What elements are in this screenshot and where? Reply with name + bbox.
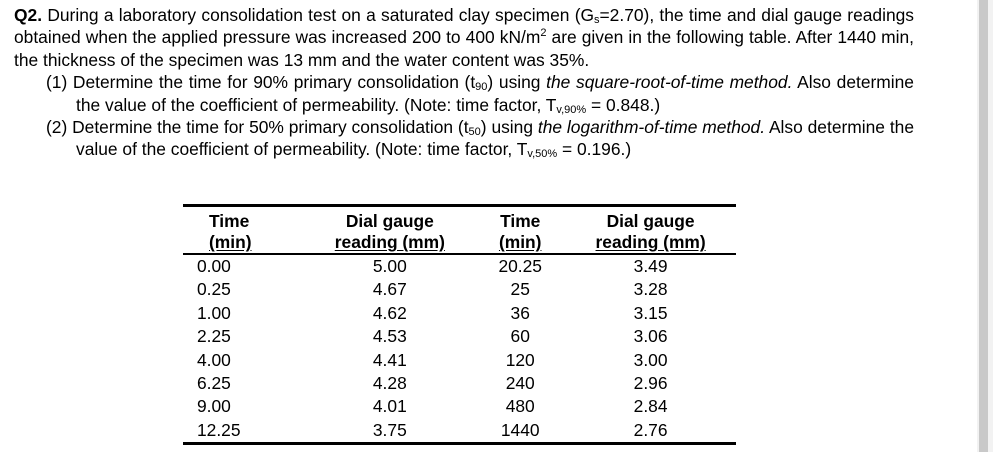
cell-time-2: 36 bbox=[510, 302, 530, 323]
question-block: Q2. During a laboratory consolidation te… bbox=[14, 4, 914, 161]
cell-time-2: 20.25 bbox=[498, 256, 542, 276]
cell-dial-2: 2.76 bbox=[633, 419, 668, 440]
cell-dial-1: 3.75 bbox=[372, 419, 407, 440]
cell-time-2: 120 bbox=[505, 349, 535, 370]
cell-dial-1: 4.01 bbox=[372, 396, 407, 417]
cell-time-1: 6.25 bbox=[197, 373, 231, 394]
cell-dial-1: 5.00 bbox=[372, 256, 407, 276]
t90-subscript: 90 bbox=[475, 81, 488, 94]
header-time-2-line1: Time bbox=[500, 211, 541, 231]
table-row: 9.00 4.01 480 2.84 bbox=[183, 395, 736, 418]
table-row: 12.25 3.75 1440 2.76 bbox=[183, 419, 736, 444]
cell-time-1: 0.25 bbox=[197, 279, 231, 300]
subq2-method: the logarithm-of-time method. bbox=[537, 117, 766, 138]
table-row: 4.00 4.41 120 3.00 bbox=[183, 349, 736, 372]
tv50-subscript: v,50% bbox=[527, 148, 558, 161]
squared-superscript: 2 bbox=[540, 27, 547, 40]
gs-subscript: s bbox=[594, 14, 600, 26]
header-time-1: Time (min) bbox=[183, 206, 304, 255]
cell-dial-1: 4.62 bbox=[372, 302, 407, 323]
cell-time-2: 60 bbox=[510, 326, 530, 347]
cell-dial-1: 4.67 bbox=[372, 279, 407, 300]
cell-dial-2: 2.84 bbox=[633, 396, 668, 417]
header-time-1-line1: Time bbox=[209, 211, 250, 231]
cell-time-1: 4.00 bbox=[197, 349, 231, 370]
cell-time-2: 480 bbox=[505, 396, 535, 417]
subq1-text-b: ) using bbox=[487, 72, 547, 93]
cell-dial-2: 3.15 bbox=[633, 302, 668, 323]
subquestion-1: (1) Determine the time for 90% primary c… bbox=[46, 71, 914, 116]
table-row: 6.25 4.28 240 2.96 bbox=[183, 372, 736, 395]
header-dial-2: Dial gauge reading (mm) bbox=[565, 206, 736, 255]
header-dial-2-line2: reading (mm) bbox=[595, 232, 706, 252]
question-intro: Q2. During a laboratory consolidation te… bbox=[14, 4, 914, 71]
cell-time-2: 240 bbox=[505, 373, 535, 394]
cell-time-1: 2.25 bbox=[197, 326, 231, 347]
header-time-2: Time (min) bbox=[475, 206, 565, 255]
subq1-text-a: (1) Determine the time for 90% primary c… bbox=[46, 72, 476, 93]
data-table: Time (min) Dial gauge reading (mm) Time (mi… bbox=[183, 204, 736, 445]
cell-dial-1: 4.53 bbox=[372, 326, 407, 347]
header-dial-1-line1: Dial gauge bbox=[345, 211, 434, 231]
cell-dial-2: 3.28 bbox=[633, 279, 668, 300]
table-header-row: Time (min) Dial gauge reading (mm) Time (mi… bbox=[183, 205, 736, 255]
cell-dial-2: 3.00 bbox=[633, 349, 668, 370]
table-row: 1.00 4.62 36 3.15 bbox=[183, 302, 736, 325]
header-dial-2-line1: Dial gauge bbox=[606, 211, 695, 231]
subq2-text-b: ) using bbox=[480, 117, 538, 138]
intro-text-b: =2.70), the time and dial gauge readings… bbox=[14, 5, 914, 48]
vertical-scrollbar-thumb[interactable] bbox=[979, 0, 988, 452]
intro-text-a: During a laboratory consolidation test o… bbox=[47, 5, 595, 25]
subq2-text-d: = 0.196.) bbox=[557, 139, 632, 160]
cell-time-1: 1.00 bbox=[197, 302, 231, 323]
t50-subscript: 50 bbox=[468, 126, 481, 139]
header-dial-1-line2: reading (mm) bbox=[334, 232, 445, 252]
cell-time-1: 0.00 bbox=[197, 256, 231, 276]
subquestion-2: (2) Determine the time for 50% primary c… bbox=[46, 116, 914, 161]
table-row: 0.25 4.67 25 3.28 bbox=[183, 278, 736, 301]
intro-text-c: are given in the following table. After … bbox=[14, 27, 914, 70]
subq1-text-c: Also determine the value of the coeffici… bbox=[76, 72, 914, 115]
subq1-text-d: = 0.848.) bbox=[586, 94, 661, 115]
table-row: 0.00 5.00 20.25 3.49 bbox=[183, 254, 736, 278]
header-time-1-line2: (min) bbox=[209, 232, 252, 252]
cell-dial-1: 4.41 bbox=[372, 349, 407, 370]
subq2-text-c: Also determine the value of the coeffici… bbox=[76, 117, 915, 160]
subq2-text-a: (2) Determine the time for 50% primary c… bbox=[46, 117, 469, 138]
cell-time-1: 9.00 bbox=[197, 396, 231, 417]
table-body: 0.00 5.00 20.25 3.49 0.25 4.67 25 3.28 1.00 4.6… bbox=[183, 254, 736, 444]
question-number: Q2. bbox=[14, 5, 43, 25]
header-dial-1: Dial gauge reading (mm) bbox=[304, 206, 475, 255]
cell-dial-2: 2.96 bbox=[633, 373, 668, 394]
cell-time-2: 25 bbox=[510, 279, 530, 300]
cell-dial-2: 3.49 bbox=[633, 256, 668, 276]
cell-time-2: 1440 bbox=[500, 419, 540, 440]
table-row: 2.25 4.53 60 3.06 bbox=[183, 325, 736, 348]
cell-dial-2: 3.06 bbox=[633, 326, 668, 347]
tv90-subscript: v,90% bbox=[556, 103, 587, 116]
header-time-2-line2: (min) bbox=[498, 232, 542, 252]
subq1-method: the square-root-of-time method. bbox=[546, 72, 793, 93]
cell-dial-1: 4.28 bbox=[372, 373, 407, 394]
cell-time-1: 12.25 bbox=[197, 419, 241, 440]
